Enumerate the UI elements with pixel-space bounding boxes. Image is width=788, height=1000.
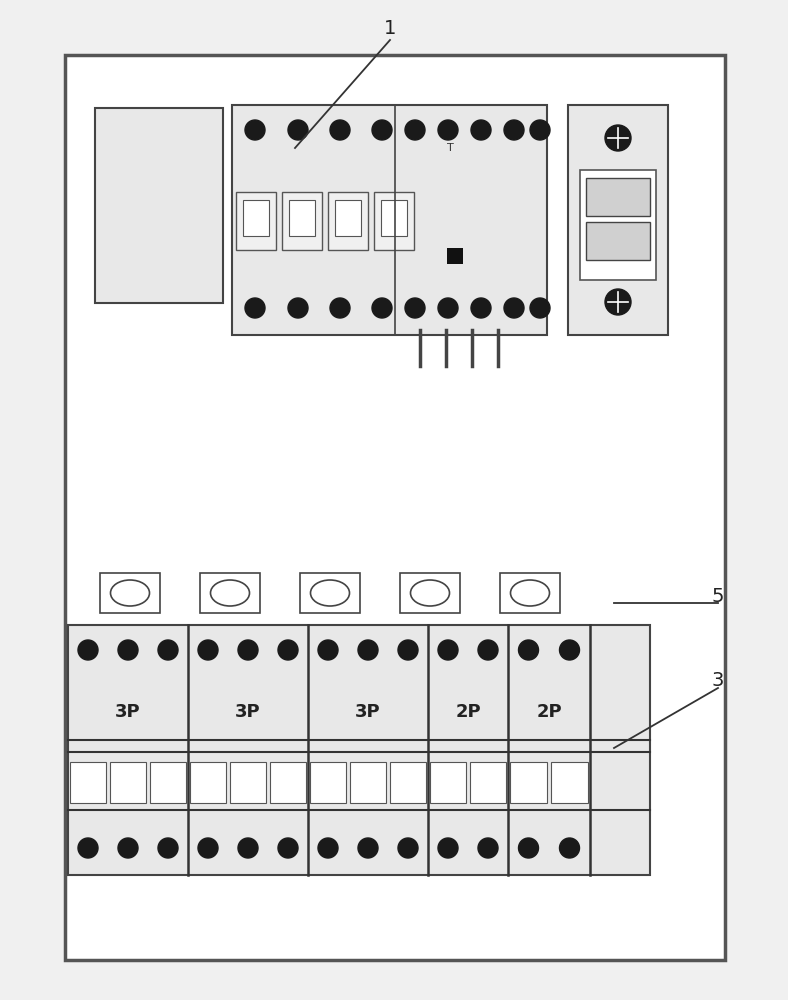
Bar — [300, 573, 360, 613]
Circle shape — [330, 120, 350, 140]
Circle shape — [471, 120, 491, 140]
Bar — [310, 762, 346, 803]
Circle shape — [158, 838, 178, 858]
Bar — [100, 573, 160, 613]
Bar — [70, 762, 106, 803]
Bar — [381, 200, 407, 236]
Circle shape — [438, 120, 458, 140]
Circle shape — [358, 640, 378, 660]
Bar — [510, 762, 547, 803]
Bar — [282, 192, 322, 250]
Circle shape — [478, 838, 498, 858]
Bar — [68, 625, 650, 875]
Bar — [110, 762, 146, 803]
Circle shape — [288, 298, 308, 318]
Bar — [586, 222, 650, 260]
Circle shape — [438, 640, 458, 660]
Circle shape — [478, 640, 498, 660]
Ellipse shape — [511, 580, 549, 606]
Circle shape — [438, 298, 458, 318]
Bar — [374, 192, 414, 250]
Bar — [95, 108, 223, 303]
Text: 3P: 3P — [235, 703, 261, 721]
Text: 5: 5 — [712, 587, 724, 606]
Circle shape — [504, 120, 524, 140]
Circle shape — [78, 640, 98, 660]
Bar — [390, 762, 426, 803]
Bar — [430, 762, 466, 803]
Text: 3P: 3P — [115, 703, 141, 721]
Circle shape — [198, 640, 218, 660]
Bar — [65, 55, 725, 960]
Circle shape — [118, 640, 138, 660]
Circle shape — [398, 838, 418, 858]
Bar — [568, 105, 668, 335]
Circle shape — [158, 640, 178, 660]
Ellipse shape — [310, 580, 350, 606]
Bar — [328, 192, 368, 250]
Circle shape — [358, 838, 378, 858]
Ellipse shape — [210, 580, 250, 606]
Bar — [236, 192, 276, 250]
Circle shape — [238, 838, 258, 858]
Bar — [500, 573, 560, 613]
Circle shape — [530, 298, 550, 318]
Bar — [200, 573, 260, 613]
Bar — [230, 762, 266, 803]
Bar — [270, 762, 306, 803]
Text: T: T — [447, 143, 453, 153]
Circle shape — [372, 120, 392, 140]
Bar — [150, 762, 186, 803]
Bar — [243, 200, 269, 236]
Circle shape — [288, 120, 308, 140]
Text: 1: 1 — [384, 18, 396, 37]
Bar — [400, 573, 460, 613]
Circle shape — [530, 120, 550, 140]
Bar — [289, 200, 315, 236]
Circle shape — [559, 640, 579, 660]
Circle shape — [330, 298, 350, 318]
Text: 2P: 2P — [536, 703, 562, 721]
Circle shape — [78, 838, 98, 858]
Circle shape — [238, 640, 258, 660]
Bar — [350, 762, 386, 803]
Circle shape — [605, 125, 631, 151]
Bar — [447, 248, 463, 264]
Circle shape — [605, 289, 631, 315]
Ellipse shape — [411, 580, 449, 606]
Circle shape — [405, 298, 425, 318]
Bar — [586, 178, 650, 216]
Circle shape — [519, 838, 538, 858]
Ellipse shape — [110, 580, 150, 606]
Circle shape — [245, 298, 265, 318]
Bar — [470, 762, 506, 803]
Circle shape — [118, 838, 138, 858]
Circle shape — [519, 640, 538, 660]
Circle shape — [405, 120, 425, 140]
Text: 3P: 3P — [355, 703, 381, 721]
Bar — [551, 762, 588, 803]
Bar — [580, 170, 656, 280]
Bar — [335, 200, 361, 236]
Circle shape — [559, 838, 579, 858]
Circle shape — [278, 838, 298, 858]
Circle shape — [398, 640, 418, 660]
Bar — [232, 105, 547, 335]
Circle shape — [318, 838, 338, 858]
Circle shape — [318, 640, 338, 660]
Text: 3: 3 — [712, 670, 724, 690]
Circle shape — [438, 838, 458, 858]
Circle shape — [198, 838, 218, 858]
Circle shape — [471, 298, 491, 318]
Circle shape — [278, 640, 298, 660]
Bar — [190, 762, 226, 803]
Circle shape — [245, 120, 265, 140]
Text: 2P: 2P — [455, 703, 481, 721]
Circle shape — [372, 298, 392, 318]
Circle shape — [504, 298, 524, 318]
